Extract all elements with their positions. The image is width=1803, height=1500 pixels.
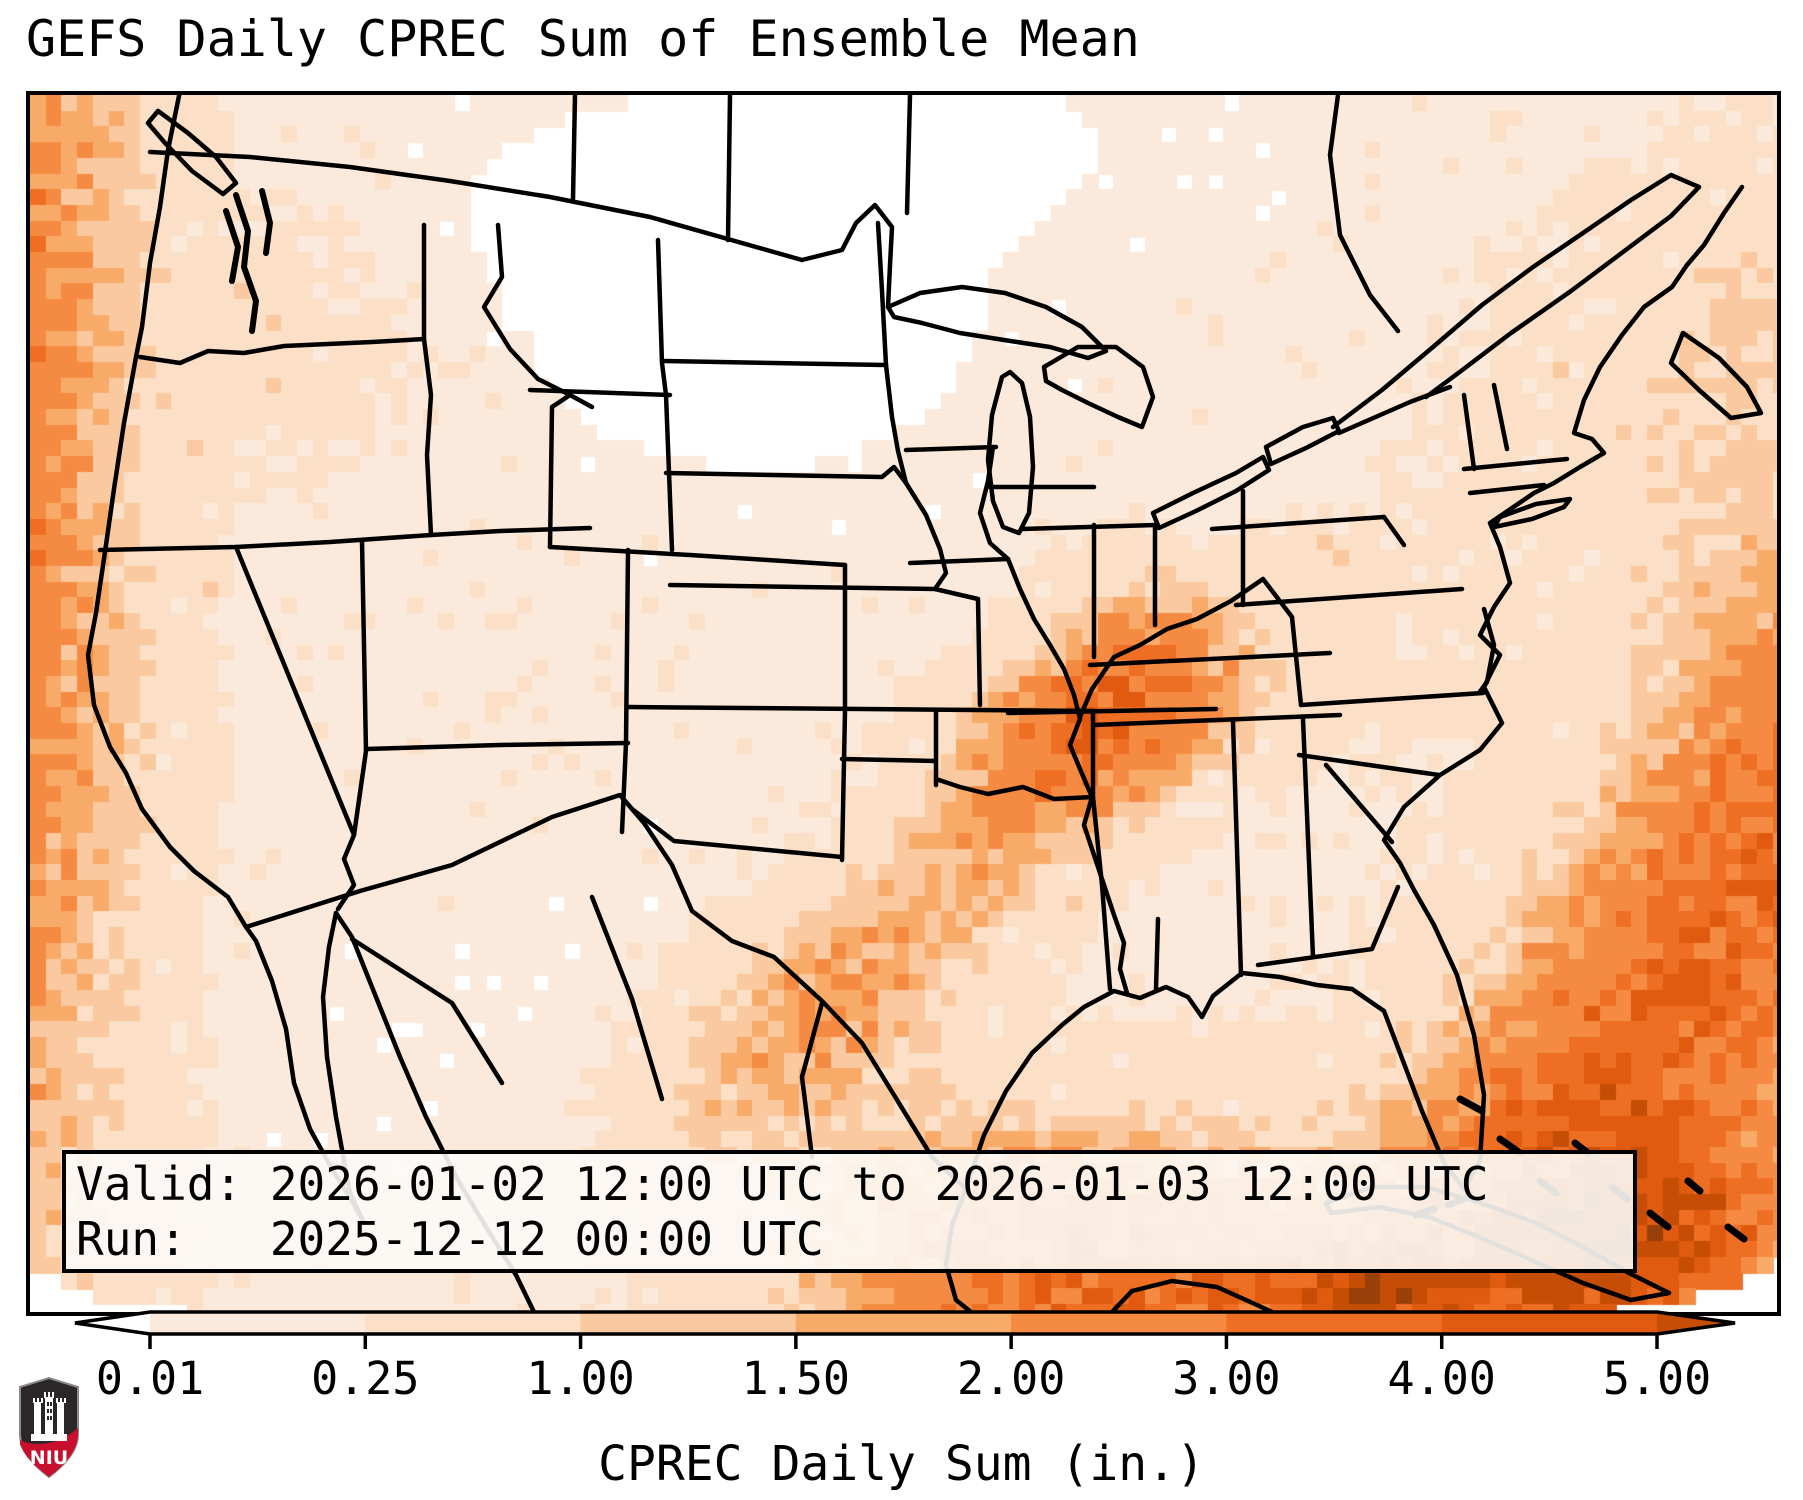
colorbar-tick-label: 1.50 — [741, 1352, 851, 1405]
ky-tn-border — [1087, 650, 1333, 668]
long-island — [1491, 496, 1573, 530]
meridian-109 — [619, 547, 631, 835]
canadian-provincial-borders — [570, 95, 913, 243]
colorbar-over-arrow — [1657, 1312, 1735, 1334]
colorbar-segment — [365, 1312, 582, 1334]
puget-sound — [223, 188, 273, 334]
colorbar-tick-label: 5.00 — [1602, 1352, 1712, 1405]
mn-sd-border — [883, 362, 909, 486]
delmarva-peninsula — [1476, 606, 1497, 696]
vancouver-island — [145, 108, 239, 197]
colorbar-segment — [580, 1312, 797, 1334]
niu-wordmark: NIU — [30, 1447, 68, 1469]
niu-logo: NIU — [19, 1376, 79, 1479]
on-qc-border — [1327, 95, 1401, 334]
colorbar-segment — [1441, 1312, 1658, 1334]
colorbar-tick-label: 4.00 — [1387, 1352, 1496, 1405]
colorbar-tick-label: 0.25 — [311, 1352, 420, 1405]
ok-east-tx-ar-la — [1090, 708, 1113, 992]
pacific-coastline — [85, 95, 249, 930]
nc-sc-border — [1296, 752, 1442, 778]
id-west-borders — [421, 222, 434, 538]
meridian-102 — [839, 562, 848, 863]
valid-run-info-box: Valid: 2026-01-02 12:00 UTC to 2026-01-0… — [62, 1150, 1637, 1273]
new-england-borders — [1336, 382, 1570, 496]
colorbar-tick-label: 1.00 — [526, 1352, 635, 1405]
colorbar-under-arrow — [75, 1312, 150, 1334]
red-river-tx-ok — [933, 776, 1096, 802]
us-mexico-border — [243, 792, 969, 1192]
parallel-41 — [547, 544, 848, 568]
mo-ar-border — [1005, 706, 1219, 716]
id-mt-border — [481, 222, 595, 410]
red-river-border — [875, 220, 889, 368]
nc-va-border — [1298, 690, 1486, 708]
nd-sd-border — [659, 358, 888, 368]
pearl-river-border — [1153, 916, 1161, 992]
mexico-state-borders — [349, 894, 825, 1160]
state-borders-overlay — [85, 95, 1764, 1312]
ga-sc-border — [1323, 762, 1395, 845]
colorbar-tick-label: 0.01 — [95, 1352, 205, 1405]
ne-ks-border — [667, 582, 938, 592]
mason-dixon-line — [1233, 586, 1465, 608]
ia-mo-border — [907, 556, 1011, 566]
id-east-wy-west — [547, 392, 573, 550]
gulf-atlantic-coastline — [963, 184, 1745, 1192]
nova-scotia — [1668, 330, 1764, 421]
ms-al-border — [1230, 719, 1244, 978]
ut-az-parallel-37 — [363, 740, 631, 752]
missouri-river-border — [903, 480, 983, 708]
colorbar-tick-label: 3.00 — [1172, 1352, 1281, 1405]
niu-castle-windows — [47, 1402, 52, 1420]
figure-title: GEFS Daily CPREC Sum of Ensemble Mean — [26, 10, 1140, 68]
lake-erie — [1150, 454, 1272, 531]
colorbar — [60, 1306, 1750, 1356]
nm-tx-parallel-32 — [629, 806, 845, 860]
ny-nj-border — [1381, 514, 1407, 548]
lake-ontario — [1263, 415, 1342, 467]
sd-ne-border — [663, 464, 909, 486]
wa-or-border — [137, 336, 427, 366]
colorbar-segment — [795, 1312, 1012, 1334]
mi-south-border — [1019, 522, 1159, 532]
ca-nv-border — [233, 544, 357, 912]
colorbar-segment — [1011, 1312, 1228, 1334]
fl-north-border — [1255, 884, 1401, 968]
colorbar-axis-label: CPREC Daily Sum (in.) — [598, 1436, 1205, 1492]
us-canada-border — [147, 149, 895, 310]
mt-south-border — [527, 387, 673, 398]
weather-map: Valid: 2026-01-02 12:00 UTC to 2026-01-0… — [26, 91, 1781, 1316]
valid-line: Valid: 2026-01-02 12:00 UTC to 2026-01-0… — [76, 1157, 1489, 1211]
ohio-river — [1077, 576, 1266, 720]
lake-huron — [1041, 344, 1156, 430]
lake-michigan — [985, 369, 1036, 536]
colorbar-tick-label: 2.00 — [956, 1352, 1066, 1405]
nv-east-border — [351, 538, 369, 838]
ks-ok-co-south — [625, 704, 1096, 714]
ok-panhandle-south — [839, 756, 938, 764]
colorbar-tick-labels: 0.01 0.25 1.00 1.50 2.00 3.00 4.00 5.00 — [0, 1352, 1803, 1408]
colorbar-segment — [1226, 1312, 1443, 1334]
parallel-42 — [97, 525, 593, 553]
lake-superior — [885, 284, 1109, 361]
run-line: Run: 2025-12-12 00:00 UTC — [76, 1212, 824, 1266]
al-ga-border — [1300, 716, 1316, 960]
colorbar-svg — [74, 1310, 1736, 1349]
st-lawrence-river — [1330, 172, 1702, 430]
colorbar-segment — [150, 1312, 366, 1334]
mn-ia-border — [903, 444, 999, 453]
tn-south-border — [1091, 712, 1343, 728]
pa-north-border — [1209, 514, 1387, 532]
wv-va-border — [1260, 576, 1304, 708]
